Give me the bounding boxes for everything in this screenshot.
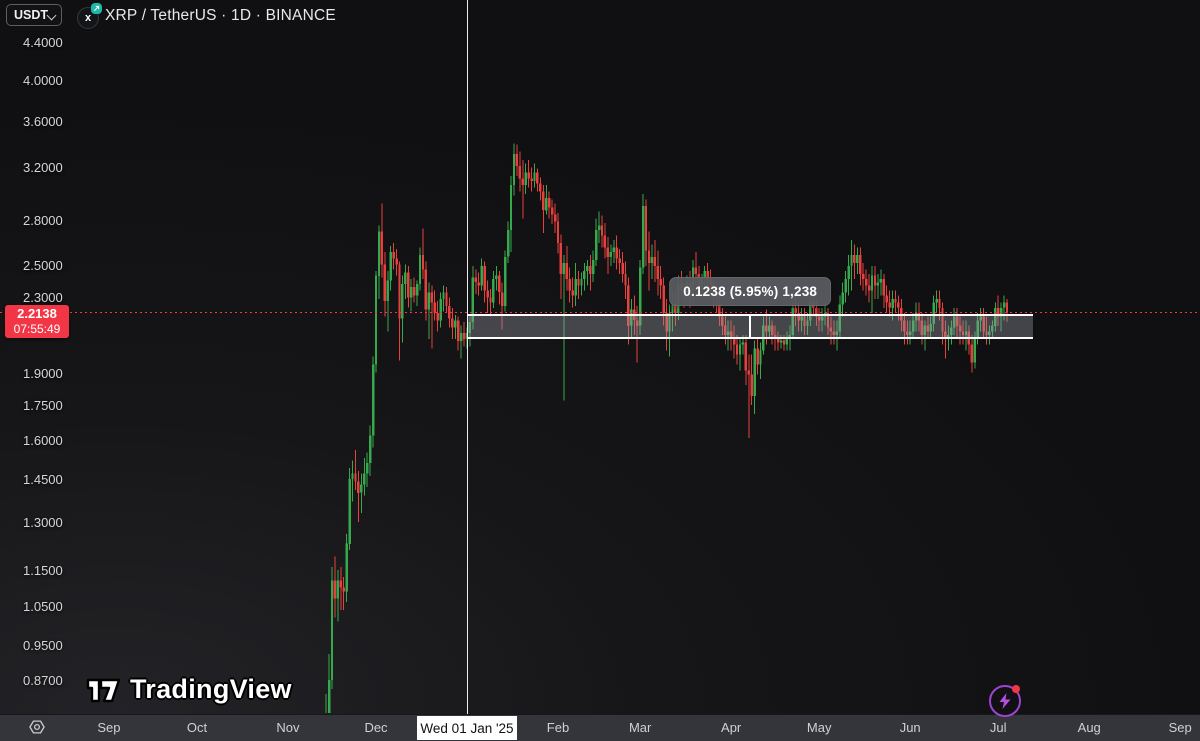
- currency-label: USDT: [14, 8, 49, 22]
- price-tick: 0.8700: [23, 673, 63, 688]
- price-tick: 3.6000: [23, 114, 63, 130]
- tradingview-watermark-text: TradingView: [130, 674, 292, 704]
- price-tick: 2.3000: [23, 290, 63, 306]
- price-tick: 1.7500: [23, 397, 63, 413]
- time-tick: Oct: [186, 720, 208, 735]
- time-tick: Mar: [628, 720, 652, 735]
- time-tick: Feb: [546, 720, 570, 735]
- price-tick: 2.5000: [23, 257, 63, 273]
- chart-legend: USDT x XRP / TetherUS · 1D · BINANCE: [0, 0, 1200, 34]
- price-tick: 1.4500: [23, 471, 63, 487]
- time-tick: Sep: [97, 720, 121, 735]
- xrp-logo-icon: x: [77, 3, 102, 29]
- last-price-line: [0, 312, 1200, 313]
- time-axis[interactable]: Sep Oct Nov Dec Feb Mar Apr May Jun Jul Aug Sep: [0, 714, 1200, 741]
- last-price-value: 2.2138: [17, 306, 57, 321]
- price-tick: 1.6000: [23, 433, 63, 449]
- time-tick: Nov: [276, 720, 300, 735]
- ai-assistant-button[interactable]: [989, 685, 1021, 717]
- price-tick: 4.0000: [23, 72, 63, 88]
- price-range-tooltip: 0.1238 (5.95%) 1,238: [669, 277, 832, 307]
- notification-dot: [1012, 685, 1020, 693]
- symbol-title[interactable]: XRP / TetherUS · 1D · BINANCE: [105, 7, 336, 24]
- time-tick: Sep: [1168, 720, 1192, 735]
- price-tick: 1.1500: [23, 563, 63, 579]
- price-tick: 1.0500: [23, 598, 63, 614]
- crosshair-date-label: Wed 01 Jan '25: [417, 716, 517, 740]
- price-tick: 1.9000: [23, 365, 63, 381]
- time-tick: Jun: [899, 720, 921, 735]
- tradingview-logo-icon: [86, 678, 121, 702]
- price-tick: 1.3000: [23, 514, 63, 530]
- price-range-center-line: [749, 315, 752, 338]
- last-price-label: 2.2138 07:55:49: [5, 305, 69, 338]
- time-tick: Apr: [721, 720, 742, 735]
- time-tick: May: [806, 720, 832, 735]
- chevron-down-icon: [48, 9, 54, 17]
- tradingview-watermark: TradingView: [84, 674, 292, 705]
- bar-countdown: 07:55:49: [13, 322, 61, 336]
- price-tick: 2.8000: [23, 212, 63, 228]
- crosshair-vertical-line: [466, 0, 468, 716]
- time-tick: Dec: [364, 720, 388, 735]
- arrow-badge-icon: [91, 3, 102, 14]
- time-tick: Jul: [989, 720, 1007, 735]
- currency-toggle-button[interactable]: USDT: [6, 4, 62, 26]
- price-tick: 4.4000: [23, 35, 63, 51]
- price-tick: 0.9500: [23, 638, 63, 654]
- candlestick-chart[interactable]: [0, 0, 1200, 713]
- price-tick: 3.2000: [23, 160, 63, 176]
- time-tick: Aug: [1077, 720, 1101, 735]
- axis-settings-icon[interactable]: [24, 714, 50, 740]
- lightning-icon: [999, 693, 1011, 709]
